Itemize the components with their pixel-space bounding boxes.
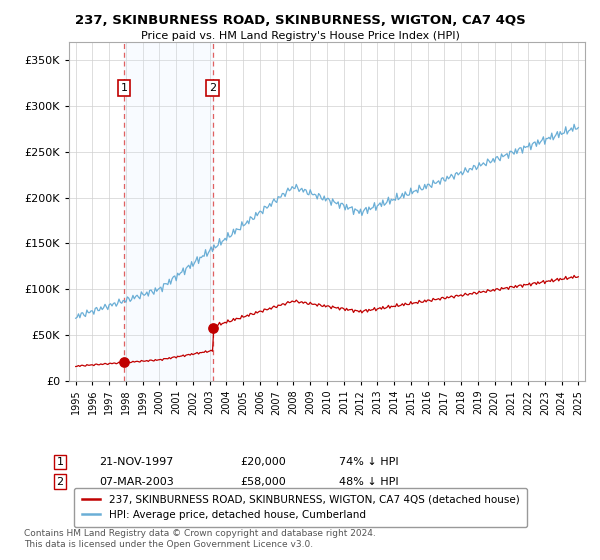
Text: 237, SKINBURNESS ROAD, SKINBURNESS, WIGTON, CA7 4QS: 237, SKINBURNESS ROAD, SKINBURNESS, WIGT…	[74, 14, 526, 27]
Text: 07-MAR-2003: 07-MAR-2003	[99, 477, 174, 487]
Legend: 237, SKINBURNESS ROAD, SKINBURNESS, WIGTON, CA7 4QS (detached house), HPI: Avera: 237, SKINBURNESS ROAD, SKINBURNESS, WIGT…	[74, 488, 527, 527]
Text: £58,000: £58,000	[240, 477, 286, 487]
Text: £20,000: £20,000	[240, 457, 286, 467]
Text: 1: 1	[121, 83, 127, 93]
Text: Price paid vs. HM Land Registry's House Price Index (HPI): Price paid vs. HM Land Registry's House …	[140, 31, 460, 41]
Text: 2: 2	[209, 83, 216, 93]
Text: 48% ↓ HPI: 48% ↓ HPI	[339, 477, 398, 487]
Point	[208, 323, 217, 332]
Bar	[124, 42, 212, 381]
Text: Contains HM Land Registry data © Crown copyright and database right 2024.
This d: Contains HM Land Registry data © Crown c…	[24, 529, 376, 549]
Text: 1: 1	[56, 457, 64, 467]
Point	[119, 358, 128, 367]
Text: 2: 2	[56, 477, 64, 487]
Text: 21-NOV-1997: 21-NOV-1997	[99, 457, 173, 467]
Text: 74% ↓ HPI: 74% ↓ HPI	[339, 457, 398, 467]
